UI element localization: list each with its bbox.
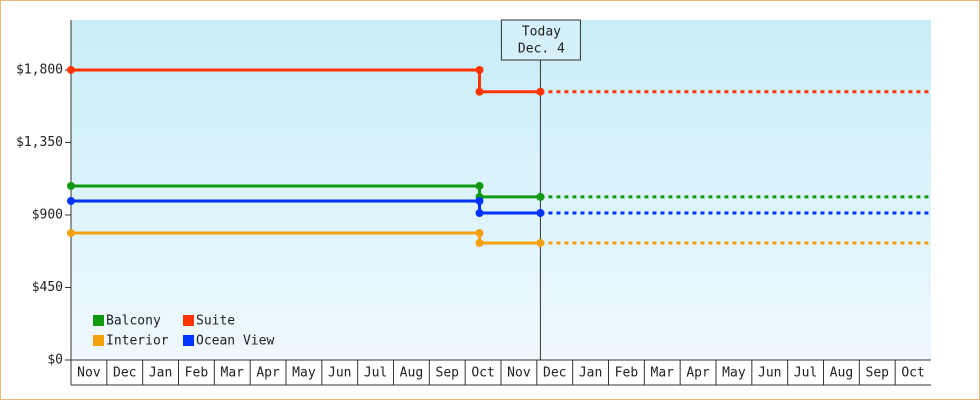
series-line: [71, 184, 541, 199]
point: [536, 239, 545, 248]
point: [475, 65, 484, 74]
legend-swatch: [183, 335, 194, 346]
x-tick-label: Mar: [221, 366, 245, 381]
legend-swatch: [183, 315, 194, 326]
x-tick-label: Sep: [866, 366, 890, 381]
x-tick-label: Oct: [471, 366, 494, 381]
x-tick-label: Jan: [149, 366, 172, 381]
plot-area: [71, 20, 931, 360]
x-tick-label: Jun: [758, 366, 781, 381]
today-box: [500, 19, 581, 61]
x-tick-label: May: [292, 366, 316, 381]
y-tick-label: $900: [32, 207, 63, 222]
x-tick-label: Mar: [651, 366, 675, 381]
legend-swatch: [93, 315, 104, 326]
point: [475, 181, 484, 190]
point: [67, 65, 75, 74]
y-tick-label: $1,800: [16, 62, 63, 77]
y-tick-label: $1,350: [16, 135, 63, 150]
x-tick-label: Jun: [328, 366, 351, 381]
x-tick-label: Feb: [615, 366, 639, 381]
x-tick-label: Feb: [185, 366, 209, 381]
legend-label: Interior: [106, 334, 169, 349]
x-tick-label: Nov: [77, 366, 101, 381]
x-tick-label: Nov: [507, 366, 531, 381]
point: [536, 192, 545, 201]
today-label: Today: [522, 25, 561, 40]
point: [536, 209, 545, 218]
x-tick-label: Jul: [364, 366, 387, 381]
x-tick-label: Apr: [686, 366, 710, 381]
y-tick-label: $0: [47, 353, 63, 368]
today-label: Dec. 4: [518, 42, 565, 57]
x-tick-label: Apr: [256, 366, 280, 381]
point: [67, 229, 75, 238]
y-tick-label: $450: [32, 280, 63, 295]
x-tick-label: Jan: [579, 366, 602, 381]
point: [67, 196, 75, 205]
point: [67, 181, 75, 190]
point: [536, 87, 545, 96]
series-line: [71, 68, 541, 94]
x-tick-label: Oct: [901, 366, 924, 381]
x-tick-label: Dec: [543, 366, 566, 381]
legend-label: Balcony: [106, 314, 161, 329]
legend-label: Ocean View: [196, 334, 274, 349]
series-line: [71, 199, 541, 215]
point: [475, 87, 484, 96]
legend-swatch: [93, 335, 104, 346]
point: [475, 239, 484, 248]
x-tick-label: Aug: [830, 366, 853, 381]
point: [475, 229, 484, 238]
x-tick-label: Aug: [400, 366, 423, 381]
point: [475, 196, 484, 205]
series-line: [71, 231, 541, 245]
point: [475, 209, 484, 218]
x-tick-label: Sep: [436, 366, 460, 381]
x-tick-label: Jul: [794, 366, 817, 381]
legend-label: Suite: [196, 314, 235, 329]
x-tick-label: May: [722, 366, 746, 381]
x-tick-label: Dec: [113, 366, 136, 381]
